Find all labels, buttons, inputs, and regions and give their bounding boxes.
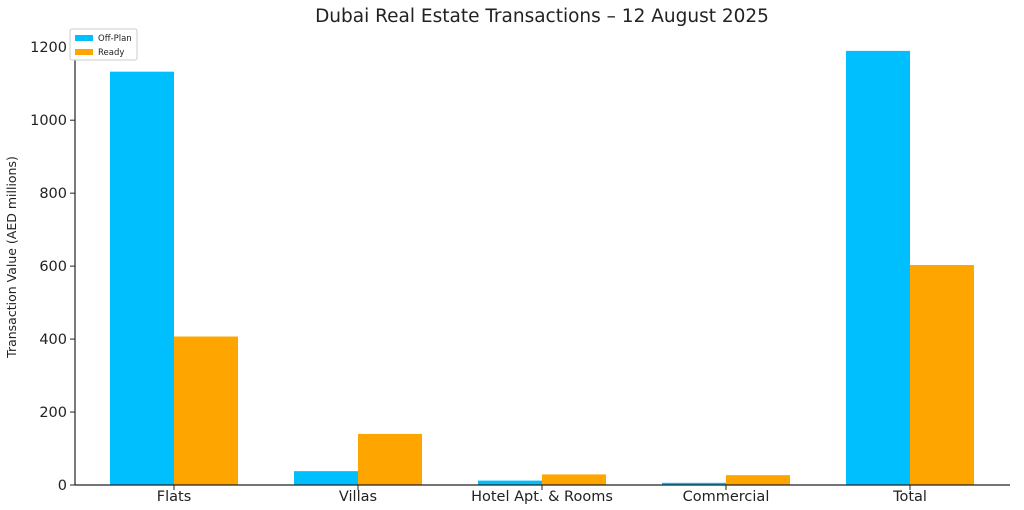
legend-items: Off-Plan Ready [75,34,132,58]
legend-label-ready: Ready [98,48,124,58]
bars-layer [110,50,974,485]
y-tick-label: 800 [39,186,67,202]
x-tick-label: Flats [157,489,192,505]
bar-off-plan-flats [110,71,174,485]
x-tick-label: Commercial [683,489,770,505]
x-tick-label: Total [892,489,927,505]
bar-ready-flats [174,336,238,485]
bar-ready-commercial [726,475,790,485]
bar-ready-hotel-apt-rooms [542,474,606,485]
y-tick-label: 1000 [30,113,67,129]
y-ticks-layer: 0 200 400 600 800 1000 1200 [30,40,75,494]
bar-off-plan-commercial [662,482,726,485]
legend: Off-Plan Ready [69,28,138,61]
legend-swatch-off-plan [75,35,93,41]
y-tick-label: 1200 [30,40,67,56]
y-tick-label: 0 [58,478,67,494]
bar-off-plan-villas [294,471,358,485]
bar-ready-villas [358,433,422,485]
bar-off-plan-hotel-apt-rooms [478,480,542,485]
x-tick-label: Hotel Apt. & Rooms [471,489,613,505]
bar-off-plan-total [846,50,910,485]
chart-title: Dubai Real Estate Transactions – 12 Augu… [315,6,769,27]
y-tick-label: 400 [39,332,67,348]
bar-ready-total [910,265,974,485]
legend-label-off-plan: Off-Plan [98,34,132,44]
y-tick-label: 600 [39,259,67,275]
y-tick-label: 200 [39,405,67,421]
x-ticks-layer: Flats Villas Hotel Apt. & Rooms Commercial T… [157,485,927,505]
legend-swatch-ready [75,49,93,55]
y-axis-label: Transaction Value (AED millions) [4,156,19,359]
x-tick-label: Villas [339,489,377,505]
